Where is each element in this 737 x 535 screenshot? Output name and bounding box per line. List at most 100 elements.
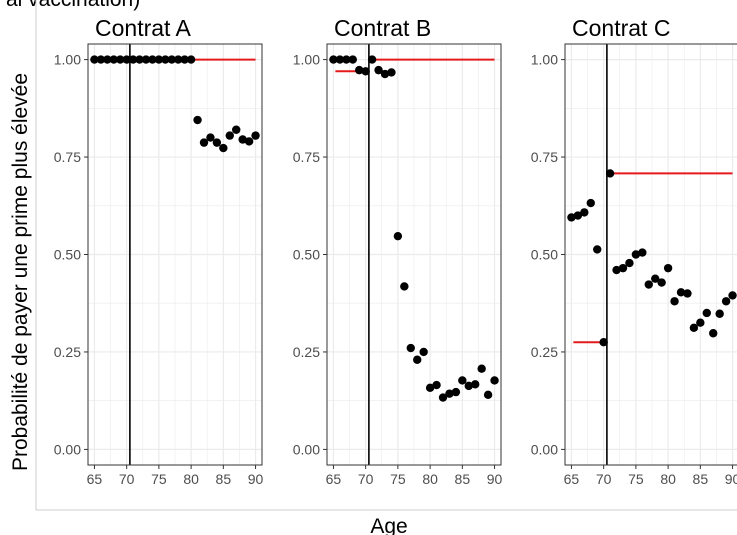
data-point <box>161 55 170 64</box>
data-point <box>458 376 467 385</box>
x-tick-label: 65 <box>326 471 342 487</box>
data-point <box>676 288 686 297</box>
y-tick-label: 0.50 <box>531 247 558 263</box>
data-point <box>625 258 634 268</box>
major-grid <box>327 44 501 465</box>
data-point <box>90 55 99 64</box>
data-point <box>148 55 157 64</box>
data-point <box>141 55 151 64</box>
facet-title: Contrat C <box>572 15 670 41</box>
data-point <box>445 389 454 398</box>
data-point <box>206 133 215 142</box>
header-fragment: ai vaccination) <box>6 0 140 11</box>
data-point <box>593 245 602 254</box>
data-point <box>335 55 345 64</box>
data-point <box>225 131 234 140</box>
data-point <box>483 390 493 400</box>
data-point <box>342 55 351 64</box>
x-tick-label: 70 <box>358 471 374 487</box>
x-tick-label: 85 <box>216 471 232 487</box>
data-point <box>599 338 608 347</box>
data-point <box>199 138 209 147</box>
data-point <box>361 67 370 76</box>
y-tick-label: 0.75 <box>54 149 81 165</box>
data-point <box>670 297 679 306</box>
data-point <box>644 280 653 289</box>
data-point <box>567 213 576 222</box>
data-point <box>451 387 461 397</box>
data-point <box>219 143 228 153</box>
data-point <box>721 297 731 306</box>
y-tick-label: 1.00 <box>531 52 558 68</box>
data-point <box>348 55 357 64</box>
data-point <box>135 55 144 64</box>
data-point <box>174 55 183 64</box>
data-point <box>638 248 647 257</box>
data-point <box>212 138 222 147</box>
y-tick-label: 0.00 <box>54 441 81 457</box>
data-point <box>612 265 621 275</box>
x-tick-label: 90 <box>487 471 503 487</box>
data-point <box>432 380 441 390</box>
y-tick-label: 0.00 <box>293 441 320 457</box>
data-point <box>471 380 480 389</box>
data-point <box>186 55 196 64</box>
data-point <box>696 318 705 327</box>
data-point <box>154 55 164 64</box>
facet-title: Contrat A <box>95 15 192 41</box>
x-tick-label: 90 <box>248 471 264 487</box>
facet-panels: 65 70 75 80 85 90 0.00 0.25 0.50 0.75 1.00 Contrat … <box>54 15 737 487</box>
x-tick-label: 80 <box>183 471 199 487</box>
x-tick-label: 65 <box>564 471 580 487</box>
facet-panel: 65 70 75 80 85 90 0.00 0.25 0.50 0.75 1.00 Contrat … <box>531 15 737 487</box>
data-point <box>167 55 176 64</box>
data-point <box>116 55 125 64</box>
x-tick-label: 80 <box>660 471 676 487</box>
x-tick-label: 85 <box>455 471 471 487</box>
data-point <box>122 55 131 64</box>
y-tick-label: 0.50 <box>293 247 320 263</box>
data-point <box>715 309 724 318</box>
data-point <box>128 55 138 64</box>
data-point <box>663 263 673 273</box>
data-point <box>400 282 409 291</box>
x-tick-label: 70 <box>596 471 612 487</box>
y-tick-label: 0.75 <box>293 149 320 165</box>
data-point <box>438 393 448 402</box>
data-point <box>477 364 486 373</box>
data-point <box>355 65 364 75</box>
y-tick-label: 1.00 <box>293 52 320 68</box>
y-tick-label: 0.25 <box>531 344 558 360</box>
x-tick-label: 75 <box>390 471 406 487</box>
facet-panel: 65 70 75 80 85 90 0.00 0.25 0.50 0.75 1.00 Contrat … <box>54 15 264 487</box>
y-tick-label: 0.25 <box>293 344 320 360</box>
major-grid <box>565 44 737 465</box>
data-point <box>238 135 247 144</box>
facet-panel: 65 70 75 80 85 90 0.00 0.25 0.50 0.75 1.00 Contrat … <box>293 15 503 487</box>
x-tick-label: 70 <box>119 471 135 487</box>
x-tick-label: 75 <box>151 471 167 487</box>
data-point <box>490 376 499 385</box>
x-tick-label: 85 <box>693 471 709 487</box>
data-point <box>605 169 615 178</box>
data-point <box>419 347 428 357</box>
data-point <box>586 198 595 208</box>
x-axis-label: Age <box>370 515 407 535</box>
x-tick-label: 80 <box>422 471 438 487</box>
data-point <box>683 289 692 298</box>
y-tick-label: 0.75 <box>531 149 558 165</box>
x-tick-label: 65 <box>87 471 103 487</box>
data-point <box>709 329 718 338</box>
x-tick-label: 75 <box>628 471 644 487</box>
y-tick-label: 1.00 <box>54 52 81 68</box>
data-point <box>689 323 699 332</box>
data-point <box>393 231 403 241</box>
data-point <box>406 343 415 353</box>
data-point <box>103 55 112 64</box>
data-point <box>728 291 737 300</box>
data-point <box>380 69 390 79</box>
data-point <box>657 278 666 287</box>
data-point <box>374 65 383 75</box>
x-tick-label: 90 <box>725 471 737 487</box>
data-point <box>618 263 628 273</box>
